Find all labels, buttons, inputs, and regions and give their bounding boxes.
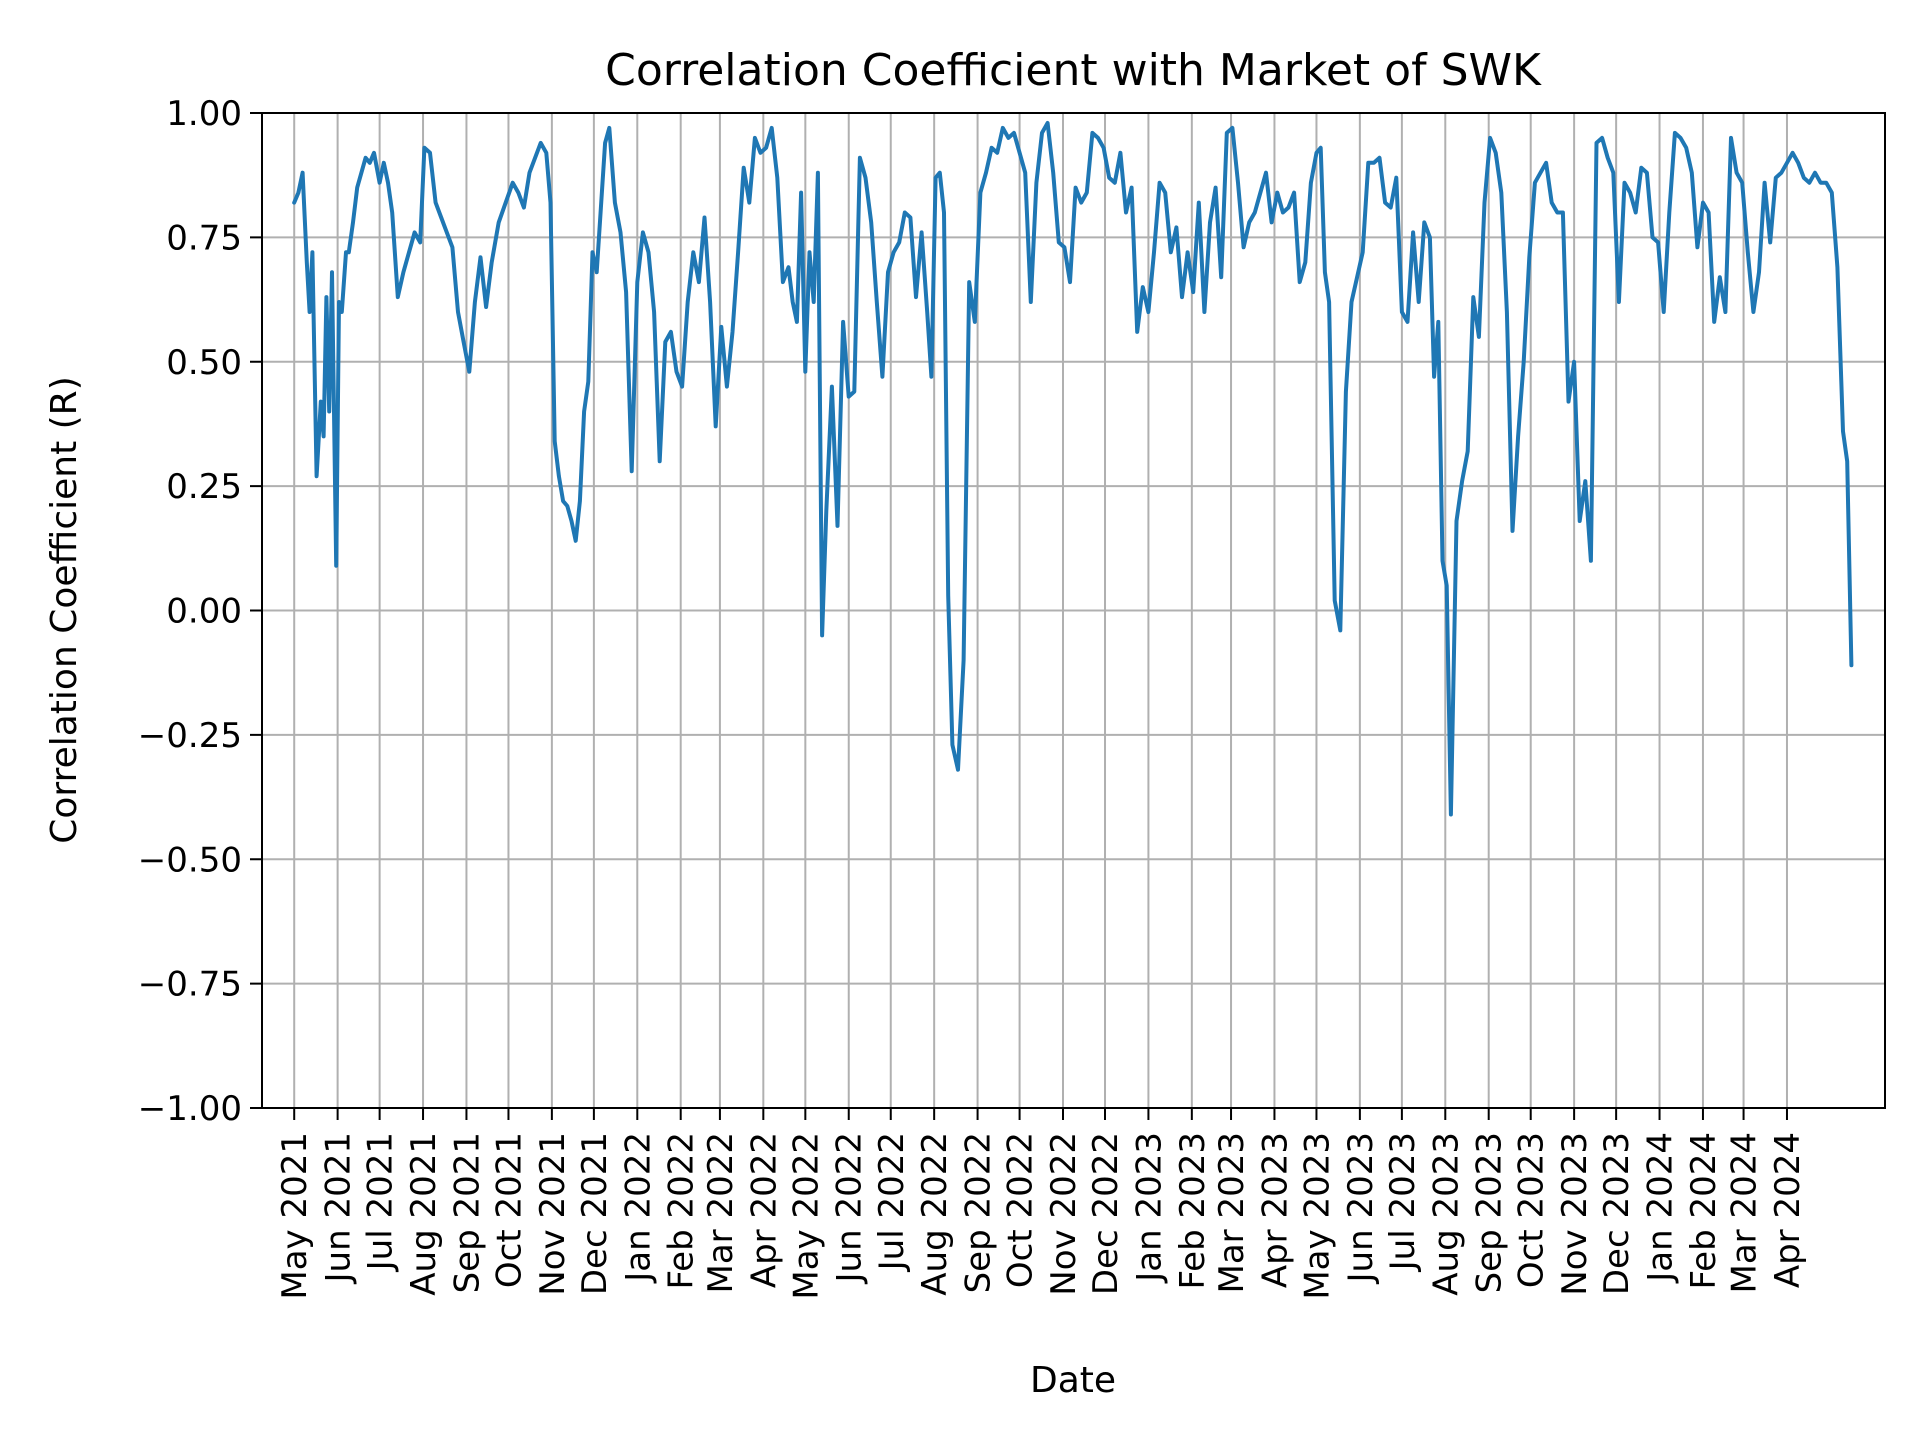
x-tick-label: Jun 2023 bbox=[1341, 1132, 1381, 1284]
y-tick-label: −0.50 bbox=[138, 840, 242, 880]
x-tick-label: Apr 2022 bbox=[744, 1132, 784, 1288]
x-tick-label: Aug 2022 bbox=[915, 1132, 955, 1296]
x-tick-label: Apr 2024 bbox=[1768, 1132, 1808, 1288]
x-tick-label: Jan 2024 bbox=[1641, 1132, 1681, 1284]
x-tick-label: Nov 2023 bbox=[1555, 1132, 1595, 1296]
series-line bbox=[292, 121, 1854, 817]
x-tick-label: May 2022 bbox=[786, 1132, 826, 1300]
x-axis-ticks: May 2021 Jun 2021 Jul 2021 Aug 2021 Sep 2021… bbox=[275, 1108, 1808, 1300]
x-tick-label: Oct 2023 bbox=[1512, 1132, 1552, 1288]
x-tick-label: Mar 2024 bbox=[1725, 1132, 1765, 1293]
x-tick-label: Apr 2023 bbox=[1255, 1132, 1295, 1288]
x-tick-label: Nov 2022 bbox=[1044, 1132, 1084, 1296]
x-tick-label: Dec 2022 bbox=[1086, 1132, 1126, 1295]
y-tick-label: 0.50 bbox=[166, 343, 242, 383]
y-tick-label: −1.00 bbox=[138, 1089, 242, 1129]
series-layer bbox=[292, 121, 1854, 817]
x-tick-label: Jun 2021 bbox=[319, 1132, 359, 1284]
x-tick-label: May 2023 bbox=[1297, 1132, 1337, 1300]
chart-title: Correlation Coefficient with Market of S… bbox=[605, 45, 1542, 96]
x-tick-label: Jan 2023 bbox=[1129, 1132, 1169, 1284]
y-tick-label: 0.25 bbox=[166, 467, 242, 507]
y-tick-label: 0.75 bbox=[166, 218, 242, 258]
x-tick-label: Mar 2022 bbox=[701, 1132, 741, 1293]
x-tick-label: Jul 2023 bbox=[1383, 1132, 1423, 1272]
y-tick-label: −0.75 bbox=[138, 965, 242, 1005]
y-tick-label: 1.00 bbox=[166, 94, 242, 134]
x-tick-label: Sep 2022 bbox=[959, 1132, 999, 1293]
x-tick-label: Jan 2022 bbox=[618, 1132, 658, 1284]
x-axis-label: Date bbox=[1030, 1360, 1116, 1401]
x-tick-label: Dec 2021 bbox=[575, 1132, 615, 1295]
x-tick-label: Feb 2024 bbox=[1684, 1132, 1724, 1290]
x-tick-label: Mar 2023 bbox=[1212, 1132, 1252, 1293]
x-tick-label: Feb 2023 bbox=[1173, 1132, 1213, 1290]
x-tick-label: Aug 2021 bbox=[404, 1132, 444, 1296]
y-tick-label: −0.25 bbox=[138, 716, 242, 756]
x-tick-label: Oct 2021 bbox=[489, 1132, 529, 1288]
x-tick-label: Oct 2022 bbox=[1001, 1132, 1041, 1288]
x-tick-label: Jul 2022 bbox=[872, 1132, 912, 1272]
x-tick-label: Jun 2022 bbox=[830, 1132, 870, 1284]
x-tick-label: Jul 2021 bbox=[361, 1132, 401, 1272]
y-axis-ticks: −1.00 −0.75 −0.50 −0.25 0.00 0.25 0.50 0.75 1.00 bbox=[138, 94, 262, 1129]
x-tick-label: May 2021 bbox=[275, 1132, 315, 1300]
x-tick-label: Aug 2023 bbox=[1426, 1132, 1466, 1296]
x-tick-label: Sep 2021 bbox=[447, 1132, 487, 1293]
y-tick-label: 0.00 bbox=[166, 592, 242, 632]
y-axis-label: Correlation Coefficient (R) bbox=[44, 376, 85, 844]
x-tick-label: Nov 2021 bbox=[533, 1132, 573, 1296]
x-tick-label: Feb 2022 bbox=[662, 1132, 702, 1290]
x-tick-label: Sep 2023 bbox=[1470, 1132, 1510, 1293]
x-tick-label: Dec 2023 bbox=[1597, 1132, 1637, 1295]
